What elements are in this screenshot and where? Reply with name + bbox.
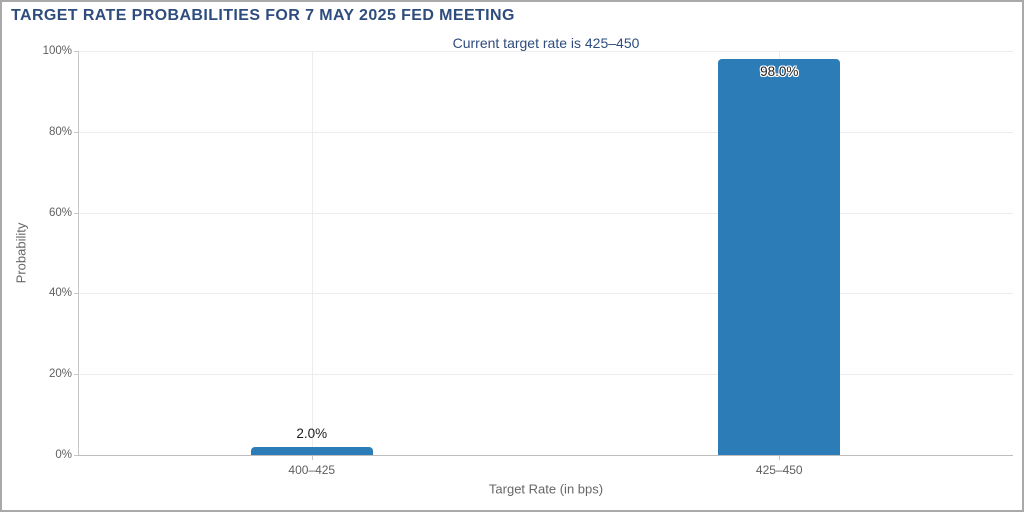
- x-tick-label-425-450: 425–450: [755, 463, 803, 477]
- y-tick-mark-0: [74, 455, 78, 456]
- h-gridline-60: [78, 213, 1013, 214]
- h-gridline-40: [78, 293, 1013, 294]
- bar-400-425: [251, 446, 373, 455]
- bar-value-label-400-425: 2.0%: [296, 425, 328, 441]
- x-tick-label-400-425: 400–425: [288, 463, 336, 477]
- chart-title: TARGET RATE PROBABILITIES FOR 7 MAY 2025…: [11, 7, 515, 24]
- y-tick-label-100: 100%: [42, 45, 72, 57]
- chart-subtitle: Current target rate is 425–450: [452, 35, 640, 51]
- y-tick-mark-40: [74, 293, 78, 294]
- y-tick-label-80: 80%: [48, 126, 72, 138]
- bar-425-450: [718, 59, 840, 455]
- h-gridline-80: [78, 132, 1013, 133]
- x-tick-mark-400-425: [312, 455, 313, 460]
- h-gridline-100: [78, 51, 1013, 52]
- y-tick-label-20: 20%: [48, 368, 72, 380]
- y-tick-mark-100: [74, 51, 78, 52]
- y-axis-line: [78, 51, 79, 455]
- y-tick-mark-60: [74, 213, 78, 214]
- h-gridline-20: [78, 374, 1013, 375]
- y-tick-label-60: 60%: [48, 207, 72, 219]
- v-gridline-400-425: [312, 51, 313, 455]
- y-tick-label-40: 40%: [48, 287, 72, 299]
- x-axis-title: Target Rate (in bps): [488, 481, 604, 497]
- y-tick-mark-80: [74, 132, 78, 133]
- bar-value-label-425-450: 98.0%: [760, 64, 799, 80]
- x-axis-line: [78, 455, 1013, 456]
- x-tick-mark-425-450: [779, 455, 780, 460]
- y-tick-mark-20: [74, 374, 78, 375]
- y-tick-label-0: 0%: [55, 449, 72, 461]
